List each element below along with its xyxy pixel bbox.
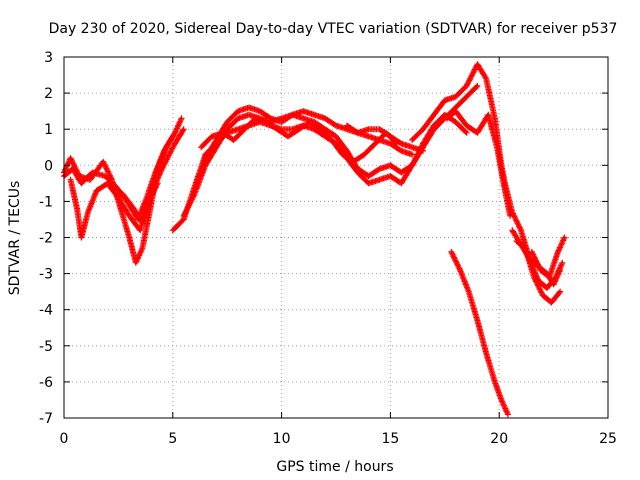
axis-ticks: 0 5 10 15 20 25 -7 -6 -5 -4 -3 -2 -1 0 1 2 3 — [39, 50, 617, 447]
data-point — [102, 162, 109, 169]
x-tick-label: 25 — [599, 431, 617, 447]
y-tick-label: 0 — [44, 158, 53, 174]
data-point — [463, 129, 470, 136]
x-tick-label: 0 — [60, 431, 69, 447]
data-point — [556, 289, 563, 296]
data-point — [180, 126, 187, 133]
y-tick-label: 2 — [44, 86, 53, 102]
data-point — [469, 70, 476, 77]
series-arc-9 — [343, 122, 426, 154]
data-point — [559, 259, 566, 266]
series-arc-4 — [108, 126, 187, 227]
data-point — [462, 128, 469, 135]
y-tick-label: -2 — [39, 231, 53, 247]
data-point — [420, 147, 426, 154]
data-point — [178, 115, 185, 122]
data-point — [474, 82, 481, 89]
data-point — [190, 192, 197, 199]
chart-title: Day 230 of 2020, Sidereal Day-to-day VTE… — [49, 21, 618, 37]
y-tick-label: -6 — [39, 375, 53, 391]
y-tick-label: -7 — [39, 411, 53, 427]
data-point — [557, 288, 564, 295]
y-tick-label: 1 — [44, 122, 53, 138]
x-tick-label: 10 — [273, 431, 291, 447]
data-point — [473, 84, 480, 90]
y-tick-label: 3 — [44, 50, 53, 66]
data-point — [169, 134, 175, 141]
series-arc-13 — [513, 238, 564, 306]
data-point — [180, 212, 187, 219]
series-arc-14 — [528, 234, 568, 281]
y-tick-label: -1 — [39, 194, 53, 210]
data-point — [169, 133, 176, 140]
x-tick-label: 15 — [381, 431, 399, 447]
x-axis-label: GPS time / hours — [276, 459, 393, 475]
data-point — [513, 217, 520, 224]
series-arc-11 — [444, 108, 514, 219]
data-point — [561, 234, 568, 241]
x-tick-label: 5 — [168, 431, 177, 447]
data-point — [557, 267, 564, 273]
gridlines — [64, 57, 608, 418]
data-point — [163, 156, 170, 163]
y-axis-label: SDTVAR / TECUs — [7, 181, 23, 296]
series-arc-15 — [448, 248, 511, 418]
data-point — [504, 411, 511, 418]
data-point — [409, 151, 416, 158]
data-point — [507, 212, 514, 219]
data-point — [482, 74, 489, 81]
x-tick-label: 20 — [490, 431, 508, 447]
y-tick-label: -5 — [39, 339, 53, 355]
data-points — [61, 61, 568, 418]
data-point — [415, 150, 422, 157]
y-tick-label: -3 — [39, 267, 53, 283]
y-tick-label: -4 — [39, 303, 53, 319]
data-point — [179, 127, 186, 134]
